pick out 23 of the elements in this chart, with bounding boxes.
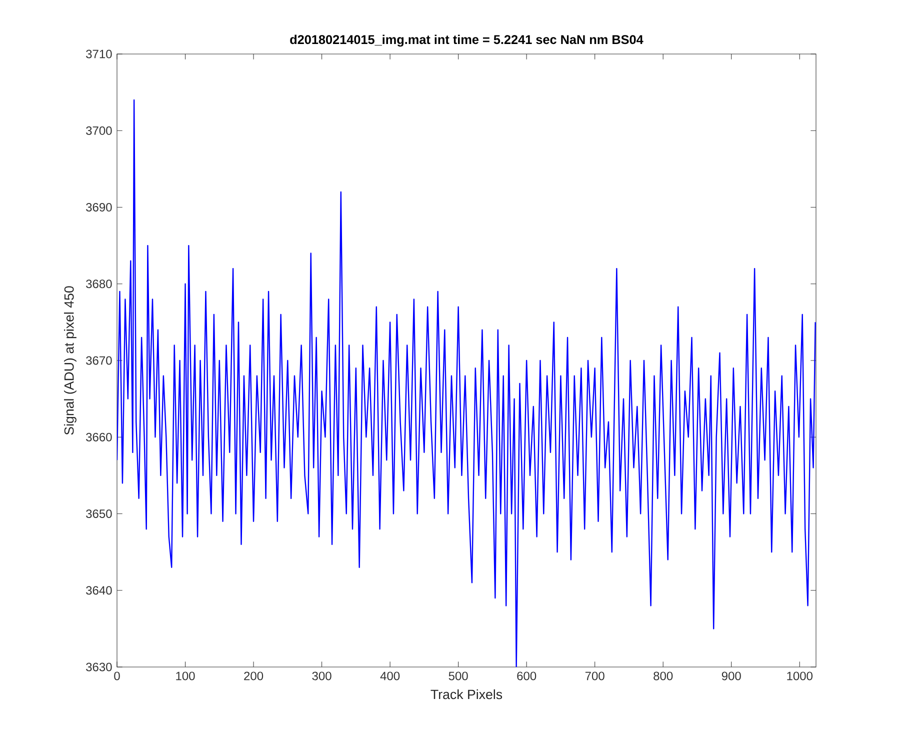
y-tick-label: 3630 bbox=[86, 662, 112, 672]
x-tick-label: 600 bbox=[517, 672, 536, 680]
x-tick-label: 400 bbox=[380, 672, 400, 680]
y-tick-label: 3660 bbox=[86, 432, 112, 442]
y-tick-label: 3680 bbox=[86, 280, 112, 288]
y-tick-label: 3670 bbox=[86, 356, 112, 365]
x-tick-label: 1000 bbox=[787, 672, 812, 680]
y-tick-label: 3700 bbox=[86, 126, 112, 135]
x-axis-title: Track Pixels bbox=[430, 689, 502, 700]
y-tick-label: 3690 bbox=[86, 202, 112, 212]
x-tick-label: 800 bbox=[654, 672, 673, 680]
x-tick-label: 0 bbox=[114, 672, 120, 680]
y-axis-title: Signal (ADU) at pixel 450 bbox=[64, 286, 76, 435]
x-tick-label: 500 bbox=[448, 672, 468, 680]
x-tick-label: 900 bbox=[722, 672, 741, 680]
y-tick-label: 3710 bbox=[86, 50, 112, 58]
x-tick-label: 200 bbox=[244, 672, 264, 680]
y-tick-label: 3640 bbox=[86, 586, 112, 595]
x-tick-label: 700 bbox=[585, 672, 604, 680]
x-tick-label: 100 bbox=[176, 672, 195, 680]
x-tick-label: 300 bbox=[312, 672, 332, 680]
chart-title: d20180214015_img.mat int time = 5.2241 sec NaN nm BS04 bbox=[290, 34, 644, 47]
y-tick-label: 3650 bbox=[86, 509, 112, 518]
